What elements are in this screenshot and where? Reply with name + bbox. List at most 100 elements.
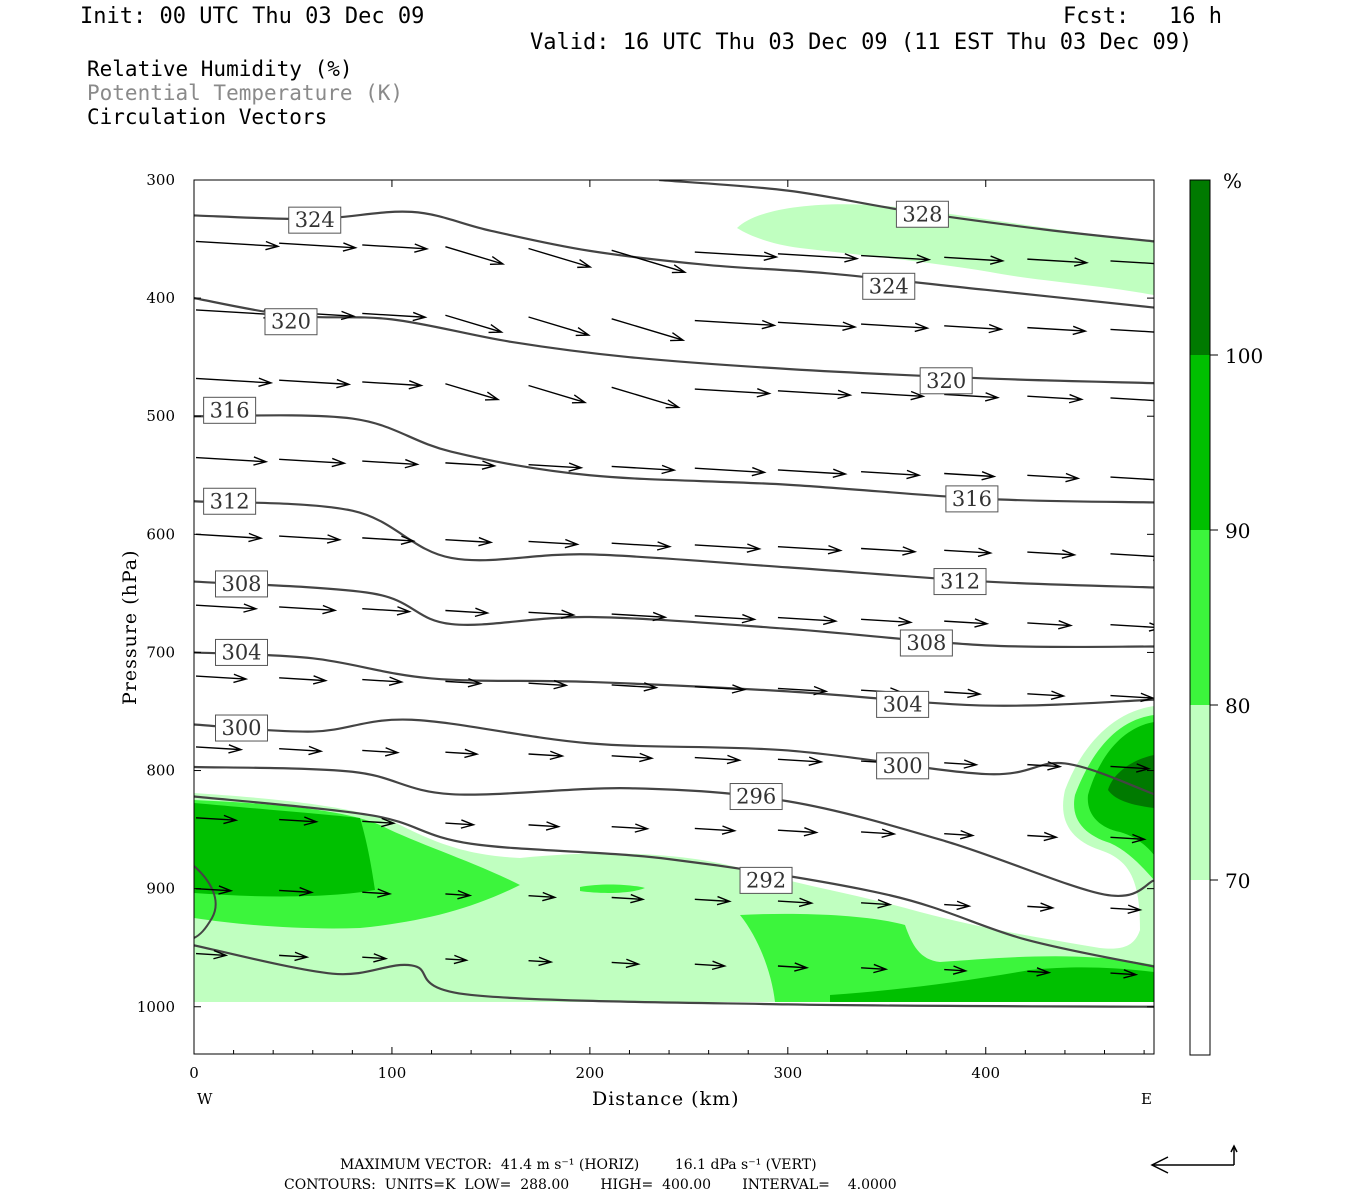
circulation-vector-arrow	[777, 897, 814, 908]
contour-label-box	[264, 308, 318, 336]
circulation-vector-arrow	[445, 536, 494, 547]
y-tick-label: 300	[146, 171, 175, 189]
circulation-vector-arrow	[777, 389, 853, 400]
x-tick-label: 0	[189, 1064, 199, 1082]
circulation-vector-arrow	[1110, 969, 1139, 979]
circulation-vector-arrow	[694, 251, 779, 261]
circulation-vector-arrow	[445, 383, 501, 401]
circulation-vector-arrow	[944, 323, 1004, 334]
circulation-vector-arrow	[611, 541, 672, 551]
circulation-vector-arrow	[1110, 904, 1143, 914]
theta-contour-line	[194, 865, 217, 939]
contour-label: 316	[210, 398, 250, 422]
contour-label-box	[899, 629, 953, 657]
theta-contour-labels: 324 328 324 320 320 316 316 312 312 308 308 304 304 3…	[203, 200, 999, 894]
circulation-vector-arrow	[611, 464, 677, 475]
circulation-vector-arrow	[861, 322, 930, 333]
circulation-vector-arrow	[528, 956, 554, 967]
colorbar-segment-80-90	[1190, 530, 1210, 705]
colorbar-segment-90-100	[1190, 355, 1210, 530]
contour-label: 296	[736, 785, 776, 809]
contour-label: 304	[221, 640, 261, 664]
colorbar-label-80: 80	[1225, 694, 1250, 718]
circulation-vector-arrow	[1110, 833, 1147, 844]
circulation-vector-arrow	[1110, 692, 1154, 703]
circulation-vector-arrow	[1027, 902, 1055, 912]
circulation-vector-arrow	[362, 243, 430, 253]
contour-label: 328	[902, 202, 942, 226]
circulation-vector-arrow	[1027, 620, 1074, 630]
circulation-vector-arrow	[195, 814, 239, 825]
circulation-vector-arrow	[1027, 761, 1063, 771]
circulation-vector-arrow	[279, 886, 314, 897]
circulation-vector-arrow	[777, 253, 860, 263]
x-tick-label: 300	[773, 1064, 802, 1082]
circulation-vector-arrow	[611, 893, 646, 904]
circulation-vector-arrow	[528, 750, 565, 761]
circulation-vector-arrow	[944, 829, 975, 840]
contour-label: 308	[221, 572, 261, 596]
circulation-vector-arrow	[195, 744, 244, 754]
circulation-vector-arrow	[445, 246, 506, 266]
rh-80-middle-region	[580, 884, 645, 893]
colorbar-label-90: 90	[1225, 519, 1250, 543]
contour-label: 300	[883, 754, 923, 778]
circulation-vector-arrow	[861, 469, 922, 480]
circulation-vector-arrow	[1110, 476, 1154, 481]
x-axis-label: Distance (km)	[592, 1088, 740, 1110]
circulation-vector-arrow	[694, 319, 777, 330]
contour-label-box	[215, 570, 269, 598]
circulation-vector-arrow	[777, 756, 824, 766]
circulation-vector-arrow	[279, 534, 342, 544]
circulation-vector-arrow	[694, 895, 732, 906]
plot-frame	[193, 179, 1155, 1055]
x-axis-east-label: E	[1141, 1090, 1152, 1108]
circulation-vector-arrow	[195, 673, 249, 684]
x-tick-label: 100	[378, 1064, 407, 1082]
circulation-vector-arrow	[195, 456, 269, 466]
contour-label: 300	[221, 716, 261, 740]
circulation-vector-arrow	[861, 616, 913, 627]
circulation-vector-arrow	[694, 684, 747, 694]
circulation-vector-arrow	[777, 545, 843, 555]
contours-note: CONTOURS: UNITS=K LOW= 288.00 HIGH= 400.…	[284, 1177, 897, 1193]
circulation-vector-arrow	[445, 819, 476, 829]
circulation-vector-arrow	[279, 378, 352, 389]
circulation-vector-arrow	[195, 603, 259, 613]
circulation-vector-arrow	[1027, 472, 1081, 483]
title-circulation-vectors: Circulation Vectors	[87, 105, 328, 129]
circulation-vector-arrow	[694, 388, 772, 398]
contour-label: 320	[271, 310, 311, 334]
circulation-vector-arrow	[611, 958, 641, 969]
circulation-vector-arrow	[195, 377, 274, 387]
circulation-vectors	[195, 240, 1154, 979]
theta-contour-line	[194, 414, 1154, 504]
theta-contour-line	[194, 651, 1154, 707]
title-potential-temperature: Potential Temperature (K)	[87, 81, 404, 105]
circulation-vector-arrow	[944, 392, 1000, 402]
circulation-vector-arrow	[195, 949, 229, 960]
theta-contour-line	[194, 944, 1154, 1008]
circulation-vector-arrow	[861, 390, 926, 401]
rh-shading	[194, 204, 1154, 1002]
circulation-vector-arrow	[611, 249, 687, 274]
contour-label: 324	[869, 274, 909, 298]
axes: 300 400 500 600 700 800 900 1000 0 100 200 300 400	[137, 171, 1154, 1082]
circulation-vector-arrow	[528, 679, 569, 690]
contour-label: 320	[926, 369, 966, 393]
circulation-vector-arrow	[362, 380, 424, 390]
circulation-vector-arrow	[944, 965, 968, 975]
circulation-vector-arrow	[528, 462, 584, 472]
circulation-vector-arrow	[445, 954, 469, 965]
contour-label-box	[288, 206, 342, 234]
circulation-vector-arrow	[362, 888, 393, 898]
circulation-vector-arrow	[279, 675, 328, 685]
y-tick-label: 900	[146, 880, 175, 898]
circulation-vector-arrow	[362, 606, 412, 616]
contour-label: 308	[906, 631, 946, 655]
circulation-vector-arrow	[777, 615, 838, 626]
contour-label-box	[862, 272, 916, 300]
circulation-vector-arrow	[944, 255, 1005, 265]
circulation-vector-arrow	[195, 885, 234, 895]
rh-90-lower-right-region	[830, 967, 1154, 1002]
